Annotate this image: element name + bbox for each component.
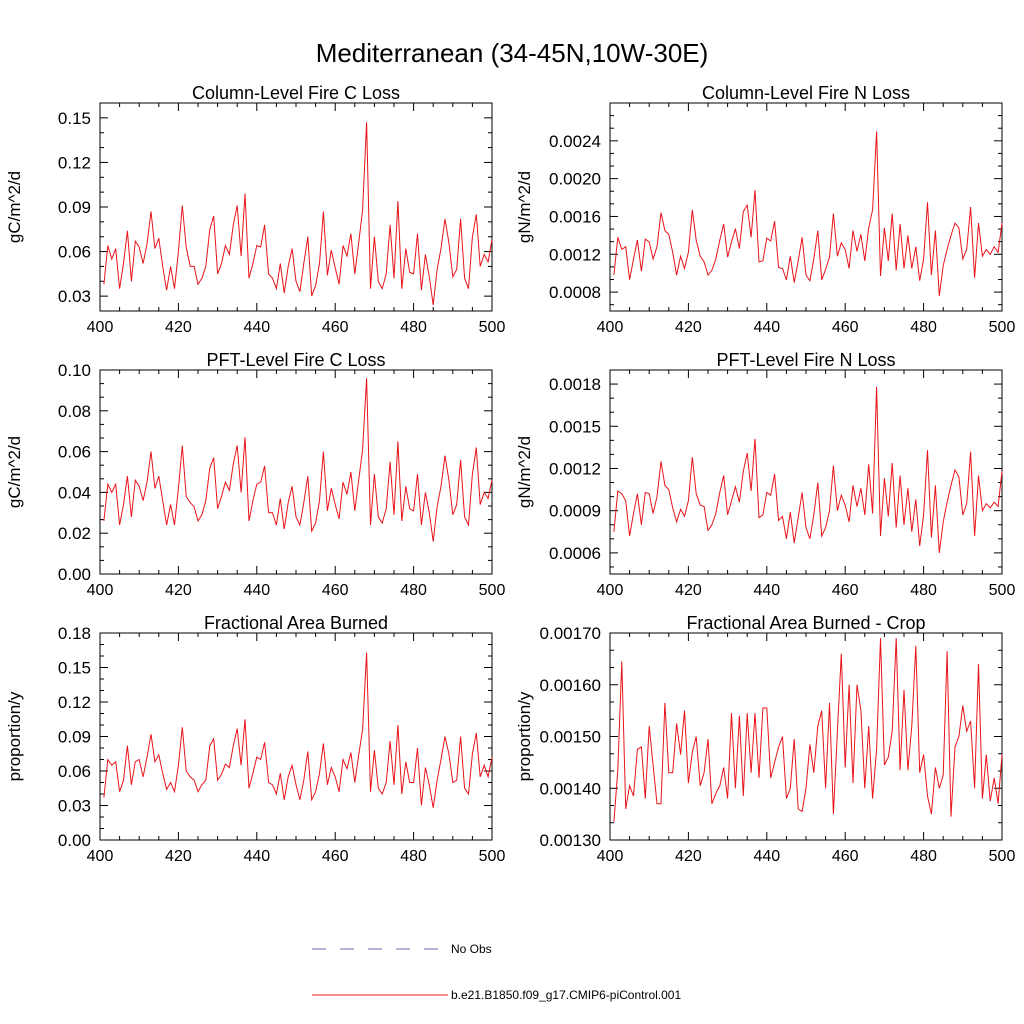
chart-title: Fractional Area Burned - Crop <box>686 613 925 633</box>
y-tick-label: 0.02 <box>58 524 91 543</box>
y-tick-label: 0.0009 <box>549 502 601 521</box>
x-tick-label: 400 <box>597 582 624 599</box>
x-tick-label: 460 <box>322 848 349 865</box>
y-tick-label: 0.03 <box>58 797 91 816</box>
y-tick-label: 0.00 <box>58 565 91 584</box>
y-tick-label: 0.09 <box>58 728 91 747</box>
chart-panel-2: Column-Level Fire N Loss 400 420 440 460 480 5… <box>515 83 1015 336</box>
y-tick-label: 0.00170 <box>540 624 601 643</box>
x-tick-label: 460 <box>322 319 349 336</box>
y-tick-label: 0.00130 <box>540 831 601 850</box>
x-tick-label: 420 <box>165 848 192 865</box>
x-tick-label: 500 <box>989 848 1016 865</box>
x-tick-label: 400 <box>87 319 114 336</box>
x-tick-label: 400 <box>597 319 624 336</box>
series-line <box>103 122 493 306</box>
y-tick-label: 0.15 <box>58 109 91 128</box>
x-tick-label: 480 <box>400 848 427 865</box>
x-tick-label: 440 <box>243 848 270 865</box>
x-tick-label: 400 <box>597 848 624 865</box>
y-tick-label: 0.12 <box>58 693 91 712</box>
chart-panel-4: PFT-Level Fire N Loss 400 420 440 460 480 500 0… <box>515 350 1015 599</box>
figure-title: Mediterranean (34-45N,10W-30E) <box>316 38 709 68</box>
y-tick-label: 0.04 <box>58 483 91 502</box>
chart-title: Fractional Area Burned <box>204 613 388 633</box>
y-tick-label: 0.15 <box>58 659 91 678</box>
x-tick-label: 420 <box>675 848 702 865</box>
y-tick-label: 0.09 <box>58 198 91 217</box>
y-tick-label: 0.0012 <box>549 459 601 478</box>
x-tick-label: 440 <box>753 848 780 865</box>
x-tick-label: 480 <box>910 582 937 599</box>
y-tick-label: 0.18 <box>58 624 91 643</box>
x-tick-label: 460 <box>832 582 859 599</box>
series-line <box>103 652 493 808</box>
y-tick-label: 0.0024 <box>549 132 601 151</box>
series-line <box>613 386 1003 553</box>
x-tick-label: 420 <box>675 319 702 336</box>
y-tick-label: 0.0015 <box>549 417 601 436</box>
y-tick-label: 0.06 <box>58 243 91 262</box>
x-tick-label: 440 <box>753 319 780 336</box>
chart-panel-1: Column-Level Fire C Loss 400 420 440 460 480 5… <box>5 83 505 336</box>
series-line <box>103 378 493 542</box>
y-axis-label: gN/m^2/d <box>515 436 534 508</box>
chart-title: Column-Level Fire C Loss <box>192 83 400 103</box>
chart-title: PFT-Level Fire C Loss <box>206 350 385 370</box>
x-tick-label: 460 <box>322 582 349 599</box>
x-tick-label: 440 <box>243 319 270 336</box>
y-tick-label: 0.12 <box>58 153 91 172</box>
x-tick-label: 460 <box>832 319 859 336</box>
legend: No Obs b.e21.B1850.f09_g17.CMIP6-piContr… <box>312 942 681 1002</box>
x-tick-label: 440 <box>753 582 780 599</box>
x-tick-label: 500 <box>479 582 506 599</box>
x-tick-label: 500 <box>479 848 506 865</box>
x-tick-label: 420 <box>165 319 192 336</box>
x-tick-label: 480 <box>910 319 937 336</box>
chart-panel-3: PFT-Level Fire C Loss 400 420 440 460 480 500 0… <box>5 350 505 599</box>
y-tick-label: 0.03 <box>58 287 91 306</box>
y-tick-label: 0.0012 <box>549 245 601 264</box>
y-tick-label: 0.06 <box>58 762 91 781</box>
y-tick-label: 0.06 <box>58 443 91 462</box>
chart-panel-5: Fractional Area Burned 400 420 440 460 480 500… <box>5 613 505 865</box>
chart-panel-6: Fractional Area Burned - Crop 400 420 440 46… <box>515 613 1015 865</box>
x-tick-label: 420 <box>675 582 702 599</box>
y-tick-label: 0.10 <box>58 361 91 380</box>
y-axis-label: gC/m^2/d <box>5 171 24 243</box>
y-axis-label: gC/m^2/d <box>5 436 24 508</box>
legend-model-label: b.e21.B1850.f09_g17.CMIP6-piControl.001 <box>451 988 681 1002</box>
series-line <box>613 638 1003 822</box>
x-tick-label: 500 <box>989 582 1016 599</box>
y-axis-label: proportion/y <box>5 691 24 781</box>
y-tick-label: 0.00 <box>58 831 91 850</box>
x-tick-label: 400 <box>87 582 114 599</box>
x-tick-label: 480 <box>400 319 427 336</box>
y-tick-label: 0.0018 <box>549 375 601 394</box>
x-tick-label: 400 <box>87 848 114 865</box>
x-tick-label: 480 <box>400 582 427 599</box>
x-tick-label: 440 <box>243 582 270 599</box>
x-tick-label: 480 <box>910 848 937 865</box>
y-tick-label: 0.0020 <box>549 170 601 189</box>
y-tick-label: 0.00140 <box>540 779 601 798</box>
y-tick-label: 0.0008 <box>549 283 601 302</box>
y-axis-label: gN/m^2/d <box>515 171 534 243</box>
y-tick-label: 0.00150 <box>540 728 601 747</box>
y-axis-label: proportion/y <box>515 691 534 781</box>
x-tick-label: 460 <box>832 848 859 865</box>
x-tick-label: 500 <box>479 319 506 336</box>
chart-title: Column-Level Fire N Loss <box>702 83 910 103</box>
chart-title: PFT-Level Fire N Loss <box>716 350 895 370</box>
y-tick-label: 0.0006 <box>549 544 601 563</box>
y-tick-label: 0.00160 <box>540 676 601 695</box>
y-tick-label: 0.08 <box>58 402 91 421</box>
legend-obs-label: No Obs <box>451 942 492 956</box>
x-tick-label: 420 <box>165 582 192 599</box>
y-tick-label: 0.0016 <box>549 207 601 226</box>
panels: Column-Level Fire C Loss 400 420 440 460 480 5… <box>5 83 1015 865</box>
series-line <box>613 131 1003 296</box>
x-tick-label: 500 <box>989 319 1016 336</box>
